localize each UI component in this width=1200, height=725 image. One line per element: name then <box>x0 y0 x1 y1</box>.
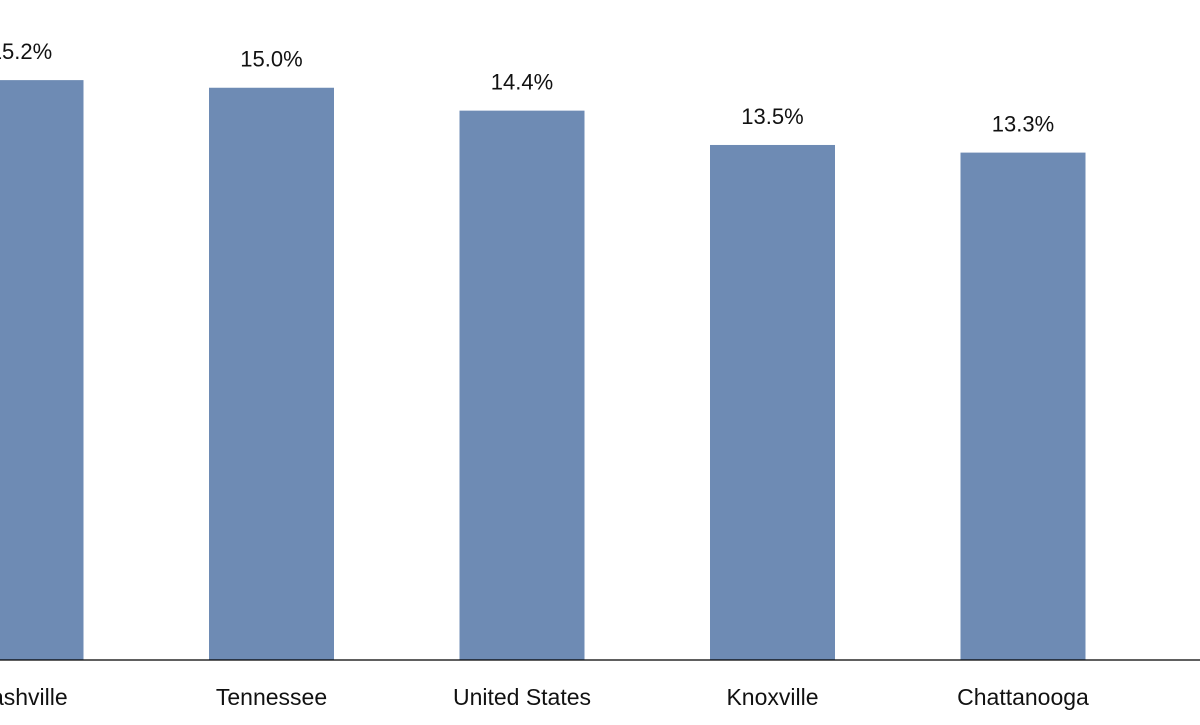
category-label: United States <box>453 684 591 710</box>
bar-nashville <box>0 80 84 661</box>
value-label: 14.4% <box>491 70 553 95</box>
bar-chattanooga <box>960 152 1086 661</box>
bar-series <box>0 80 1086 661</box>
value-label: 13.5% <box>741 104 803 129</box>
value-label: 13.3% <box>992 112 1054 137</box>
value-labels: 15.2% 15.0% 14.4% 13.5% 13.3% <box>0 39 1054 136</box>
category-label: Tennessee <box>216 684 327 710</box>
value-label: 15.0% <box>240 47 302 72</box>
category-label: Nashville <box>0 684 68 710</box>
bar-united-states <box>459 110 585 660</box>
category-label: Knoxville <box>726 684 818 710</box>
category-label: Chattanooga <box>957 684 1089 710</box>
value-label: 15.2% <box>0 39 52 64</box>
bar-tennessee <box>209 87 334 660</box>
category-labels: Nashville Tennessee United States Knoxville… <box>0 684 1089 710</box>
bar-knoxville <box>710 144 835 661</box>
